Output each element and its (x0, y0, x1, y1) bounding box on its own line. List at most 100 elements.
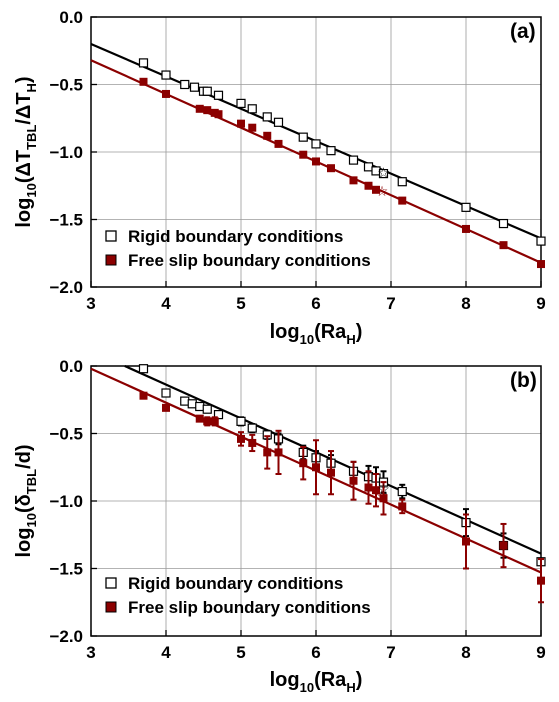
data-point-free-slip (537, 576, 545, 585)
y-tick-label: −0.5 (49, 425, 83, 444)
panel-label-a: (a) (510, 20, 536, 43)
plot-frame-a (90, 16, 542, 288)
y-tick-label: 0.0 (59, 8, 83, 27)
x-tick-label: 6 (311, 643, 320, 662)
data-point-free-slip (462, 224, 470, 233)
data-point-rigid (180, 396, 190, 406)
data-point-free-slip (349, 476, 358, 485)
legend-rigid-label: Rigid boundary conditions (128, 227, 343, 246)
star-marker: ☆ (376, 489, 389, 505)
data-point-rigid (213, 90, 224, 100)
legend-rigid-label-b: Rigid boundary conditions (128, 574, 343, 593)
data-point-free-slip (312, 157, 320, 166)
x-tick-label: 8 (461, 294, 470, 313)
data-point-rigid (461, 202, 471, 212)
data-point-free-slip (139, 77, 148, 86)
data-point-free-slip (263, 448, 272, 457)
y-tick-label: −0.5 (49, 76, 83, 95)
legend-free-marker-b (105, 601, 117, 613)
y-tick-label: −1.5 (49, 211, 83, 230)
y-tick-label: −1.5 (49, 560, 83, 579)
data-point-free-slip (248, 438, 257, 447)
data-point-free-slip (248, 123, 257, 132)
data-point-rigid (363, 162, 374, 172)
panel-label-b: (b) (510, 369, 537, 392)
y-axis-label-b: log10(δTBL/d) (13, 445, 39, 558)
data-point-rigid (138, 364, 149, 374)
data-point-free-slip (349, 176, 358, 185)
data-point-rigid (236, 416, 246, 426)
data-point-free-slip (312, 463, 320, 472)
data-point-rigid (187, 399, 197, 409)
data-point-free-slip (364, 181, 373, 190)
x-tick-label: 3 (86, 294, 95, 313)
legend-rigid-marker-b (105, 577, 117, 589)
x-axis-label-b: log10(RaH) (270, 669, 363, 695)
y-axis-label-a: log10(ΔTTBL/ΔTH) (13, 76, 39, 227)
legend-rigid-marker (105, 230, 117, 242)
data-point-free-slip (274, 139, 283, 148)
data-point-rigid (195, 401, 205, 412)
grid-b (90, 365, 542, 637)
data-point-free-slip (195, 104, 204, 113)
y-tick-label: −2.0 (49, 278, 83, 297)
data-point-rigid (273, 117, 284, 127)
data-point-free-slip (139, 391, 148, 400)
data-point-free-slip (203, 417, 212, 426)
x-tick-label: 8 (461, 643, 470, 662)
data-point-free-slip (499, 241, 508, 250)
legend-b: Rigid boundary conditions Free slip boun… (105, 574, 371, 617)
data-marks-b: ☆☆ (138, 364, 546, 604)
data-point-rigid (378, 169, 389, 179)
star-marker: ☆ (377, 165, 390, 181)
tick-labels-a: 3 4 5 6 7 8 9 0.0 −0.5 −1.0 −1.5 −2.0 (49, 8, 545, 313)
y-tick-label: −2.0 (49, 627, 83, 646)
data-point-free-slip (237, 434, 245, 443)
x-tick-label: 3 (86, 643, 95, 662)
data-point-free-slip (162, 403, 170, 412)
x-tick-label: 4 (161, 643, 171, 662)
x-tick-label: 7 (386, 294, 395, 313)
data-point-free-slip (379, 494, 388, 503)
data-point-free-slip (372, 185, 380, 194)
data-point-free-slip (274, 448, 283, 457)
data-point-rigid (326, 146, 336, 156)
x-tick-label: 5 (236, 294, 245, 313)
data-point-rigid (202, 86, 212, 96)
data-point-free-slip (462, 537, 470, 546)
panel-a: ☆☆ 3 4 5 6 7 8 90.0−0.5−1.0−1.5−2.0 (a) Rigid … (13, 8, 546, 347)
data-point-free-slip (263, 131, 272, 140)
data-point-rigid (397, 486, 407, 497)
x-tick-label: 9 (536, 643, 545, 662)
data-point-free-slip (203, 106, 212, 115)
data-point-rigid (161, 388, 171, 398)
y-tick-label: 0.0 (59, 357, 83, 376)
legend-a: Rigid boundary conditions Free slip boun… (105, 227, 371, 270)
x-tick-label: 7 (386, 643, 395, 662)
data-point-free-slip (327, 468, 335, 477)
x-axis-label-a: log10(RaH) (270, 321, 363, 347)
legend-free-marker (105, 254, 117, 266)
data-point-rigid (236, 98, 246, 109)
x-tick-label: 5 (236, 643, 245, 662)
star-marker: ☆ (376, 184, 389, 200)
x-tick-label: 9 (536, 294, 545, 313)
data-point-rigid (202, 404, 212, 414)
data-point-rigid (397, 177, 407, 187)
data-point-free-slip (195, 414, 204, 423)
data-point-rigid (247, 423, 257, 433)
data-point-free-slip (299, 150, 308, 159)
legend-free-label: Free slip boundary conditions (128, 251, 371, 270)
data-point-free-slip (237, 119, 245, 128)
data-marks-a: ☆☆ (138, 58, 546, 269)
star-marker: ☆ (377, 482, 390, 498)
panel-b: ☆☆ 3 4 5 6 7 8 9 0.0 −0.5 −1.0 −1.5 −2.0 (b) Rigid … (13, 357, 546, 695)
data-point-free-slip (162, 89, 170, 98)
data-point-rigid (498, 218, 509, 229)
data-point-rigid (161, 70, 171, 80)
y-tick-label: −1.0 (49, 143, 83, 162)
data-point-rigid (348, 155, 359, 165)
data-point-rigid (247, 104, 257, 114)
tick-labels-b: 3 4 5 6 7 8 9 0.0 −0.5 −1.0 −1.5 −2.0 (49, 357, 545, 662)
